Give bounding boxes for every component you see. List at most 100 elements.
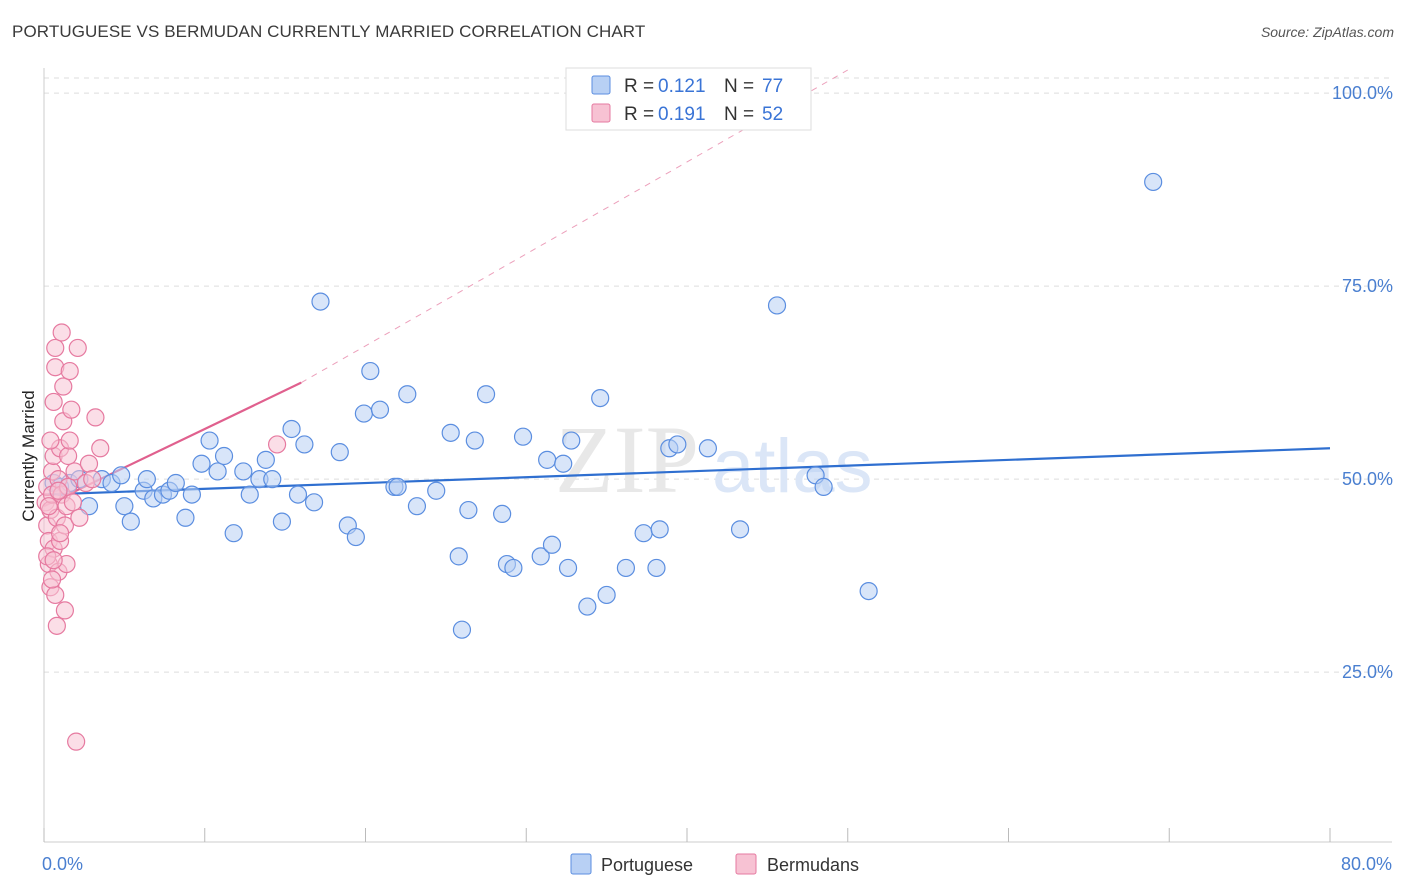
zipatlas-watermark: ZIP atlas (555, 406, 873, 513)
portuguese-point-30 (288, 485, 308, 504)
bermudans-point-45 (41, 431, 60, 450)
portuguese-point-39 (370, 400, 390, 419)
chart-title: PORTUGUESE VS BERMUDAN CURRENTLY MARRIED… (12, 22, 646, 41)
portuguese-point-48 (476, 385, 496, 404)
bermudans-point-26 (55, 601, 74, 620)
bermudans-point-32 (60, 431, 79, 450)
bottom-legend-label-portuguese: Portuguese (601, 855, 693, 875)
portuguese-point-34 (330, 443, 349, 462)
portuguese-point-57 (558, 558, 578, 578)
data-points (36, 172, 1163, 751)
portuguese-point-58 (562, 431, 581, 450)
portuguese-point-20 (208, 462, 227, 481)
portuguese-point-55 (542, 535, 562, 554)
portuguese-point-65 (650, 520, 669, 539)
portuguese-point-23 (234, 462, 253, 481)
bermudans-point-42 (86, 408, 105, 427)
bottom-legend-swatch-bermudans (735, 853, 757, 875)
axes (43, 68, 1392, 843)
bermudans-trend-extension (300, 69, 848, 384)
y-tick-label-2: 75.0% (1342, 276, 1393, 296)
portuguese-point-61 (597, 585, 616, 605)
series-legend: Portuguese Bermudans (570, 853, 859, 875)
portuguese-point-74 (1144, 172, 1163, 192)
portuguese-point-7 (112, 466, 131, 485)
bermudans-point-29 (59, 446, 78, 466)
x-tick-label-0: 0.0% (42, 854, 83, 874)
portuguese-point-76 (388, 477, 407, 496)
portuguese-point-33 (311, 292, 330, 311)
bermudans-point-51 (267, 435, 287, 454)
bermudans-point-33 (62, 400, 81, 419)
portuguese-point-70 (767, 296, 787, 315)
portuguese-point-59 (578, 597, 597, 616)
legend-n-value-1: 77 (762, 76, 783, 97)
portuguese-point-67 (668, 435, 687, 454)
portuguese-point-31 (295, 435, 314, 454)
y-axis-title: Currently Married (19, 390, 38, 521)
portuguese-point-42 (407, 497, 427, 516)
legend-swatch-bermudans (591, 103, 611, 123)
portuguese-point-52 (513, 427, 533, 446)
portuguese-point-46 (459, 500, 478, 520)
portuguese-point-63 (634, 524, 653, 543)
legend-r-label-1: R = (624, 76, 659, 97)
x-tick-label-1: 80.0% (1341, 854, 1392, 874)
portuguese-point-72 (814, 477, 833, 496)
source-label: Source: ZipAtlas.com (1260, 24, 1394, 40)
bottom-legend-swatch-portuguese (570, 853, 592, 875)
portuguese-point-60 (591, 389, 610, 408)
bermudans-point-21 (52, 323, 71, 342)
portuguese-point-38 (361, 361, 380, 381)
portuguese-point-44 (441, 423, 460, 442)
bermudans-point-50 (49, 481, 68, 500)
portuguese-point-21 (214, 446, 234, 466)
portuguese-point-22 (224, 524, 243, 543)
legend-r-value-1: 0.121 (658, 76, 706, 97)
portuguese-point-64 (647, 558, 666, 578)
portuguese-point-28 (272, 512, 292, 531)
y-tick-label-0: 25.0% (1342, 662, 1393, 682)
bermudans-point-36 (67, 732, 86, 751)
bermudans-point-16 (47, 616, 66, 635)
portuguese-point-19 (200, 431, 219, 450)
bermudans-point-31 (60, 361, 79, 381)
bermudans-point-46 (42, 570, 62, 589)
bermudans-point-40 (79, 454, 99, 473)
portuguese-point-8 (115, 497, 134, 516)
bermudans-point-48 (39, 497, 58, 516)
bermudans-point-24 (54, 377, 73, 396)
portuguese-point-75 (452, 620, 472, 639)
bottom-legend-label-bermudans: Bermudans (767, 855, 859, 875)
portuguese-point-16 (176, 508, 195, 527)
portuguese-point-51 (504, 558, 523, 578)
y-tick-label-1: 50.0% (1342, 469, 1393, 489)
portuguese-point-54 (538, 450, 557, 469)
portuguese-point-36 (346, 527, 365, 547)
portuguese-point-53 (531, 547, 550, 566)
portuguese-point-45 (449, 547, 468, 566)
portuguese-point-73 (859, 581, 878, 601)
legend-swatch-portuguese (591, 75, 611, 95)
legend-r-value-2: 0.191 (658, 104, 706, 125)
portuguese-point-62 (616, 558, 636, 578)
portuguese-point-47 (465, 431, 484, 450)
bermudans-point-13 (46, 338, 65, 358)
bermudans-point-43 (91, 439, 110, 458)
bermudans-point-14 (46, 585, 65, 605)
legend-n-value-2: 52 (762, 104, 783, 125)
portuguese-point-18 (192, 454, 211, 473)
legend-n-label-2: N = (724, 104, 759, 125)
bermudans-point-35 (65, 462, 84, 481)
portuguese-point-68 (698, 439, 717, 458)
bermudans-point-38 (70, 508, 89, 527)
portuguese-point-15 (166, 473, 185, 493)
bermudans-point-11 (44, 392, 63, 412)
portuguese-point-41 (398, 385, 417, 404)
gridlines (44, 77, 1392, 673)
portuguese-point-69 (730, 520, 750, 539)
y-tick-label-3: 100.0% (1332, 83, 1393, 103)
portuguese-point-37 (354, 404, 373, 423)
stats-legend: R = 0.121 N = 77 R = 0.191 N = 52 (565, 67, 812, 131)
bermudans-point-34 (63, 493, 83, 512)
